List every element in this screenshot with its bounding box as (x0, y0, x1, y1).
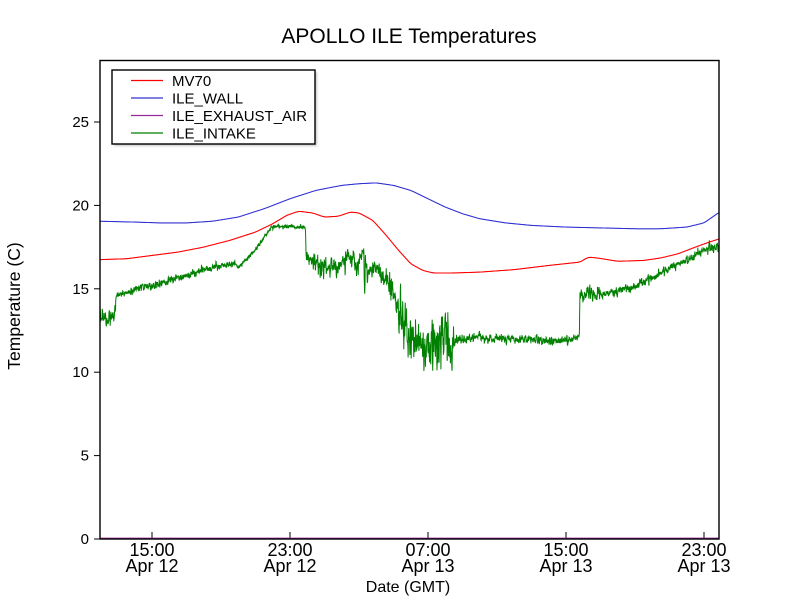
svg-text:Apr 12: Apr 12 (263, 556, 316, 576)
svg-text:Apr 13: Apr 13 (677, 556, 730, 576)
svg-text:10: 10 (72, 364, 89, 381)
svg-text:Apr 13: Apr 13 (539, 556, 592, 576)
svg-text:20: 20 (72, 197, 89, 214)
svg-text:Temperature (C): Temperature (C) (4, 242, 24, 369)
svg-text:Date (GMT): Date (GMT) (366, 579, 450, 596)
svg-text:ILE_EXHAUST_AIR: ILE_EXHAUST_AIR (172, 108, 307, 125)
svg-text:APOLLO ILE Temperatures: APOLLO ILE Temperatures (281, 25, 536, 48)
svg-text:ILE_WALL: ILE_WALL (172, 91, 243, 108)
svg-text:Apr 12: Apr 12 (125, 556, 178, 576)
svg-text:25: 25 (72, 114, 89, 131)
svg-text:ILE_INTAKE: ILE_INTAKE (172, 126, 256, 143)
svg-text:MV70: MV70 (172, 73, 211, 90)
svg-text:5: 5 (81, 448, 89, 465)
svg-text:Apr 13: Apr 13 (401, 556, 454, 576)
svg-text:0: 0 (81, 531, 89, 548)
svg-text:15: 15 (72, 281, 89, 298)
